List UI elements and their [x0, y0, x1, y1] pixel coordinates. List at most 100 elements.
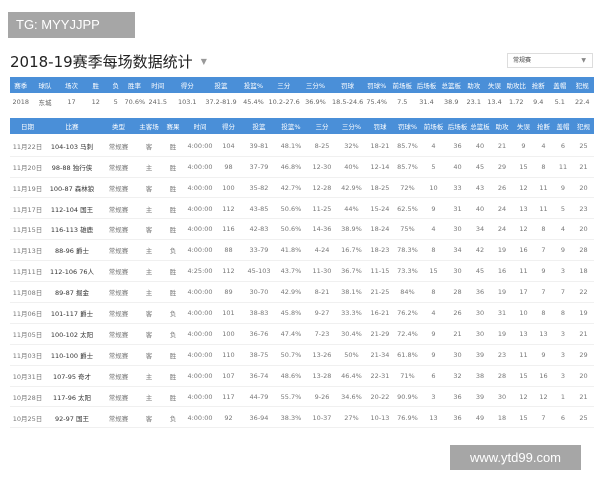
table-cell: 22-31 [370, 371, 390, 380]
table-cell: 9 [560, 183, 566, 192]
table-cell: 9 [560, 246, 566, 255]
column-header: 三分% [305, 82, 326, 90]
table-cell: 98-88 独行侠 [51, 163, 93, 172]
table-cell: 11 [539, 204, 548, 213]
column-header: 前场板 [392, 82, 413, 90]
table-row[interactable]: 10月25日 92-97 国王 常规赛 客 负 4:00:00 92 36-94 38.3% 10… [10, 408, 594, 429]
table-cell: 16-21 [370, 309, 390, 318]
table-cell: 42.9% [280, 288, 302, 297]
column-header: 三分% [341, 123, 362, 131]
table-cell: 116-113 雄鹿 [50, 226, 94, 235]
table-row[interactable]: 11月03日 110-100 爵士 常规赛 客 胜 4:00:00 110 38-75 50.7… [10, 345, 594, 366]
column-header: 总篮板 [470, 123, 490, 131]
season-type-value: 常规赛 [513, 57, 532, 64]
table-row[interactable]: 11月11日 112-106 76人 常规赛 主 胜 4:25:00 112 45-103 43… [10, 261, 594, 283]
table-cell: 胜 [169, 142, 177, 151]
table-cell: 37-79 [249, 162, 269, 171]
column-header: 犯规 [575, 82, 589, 90]
column-header: 三分 [315, 123, 329, 131]
table-cell: 31 [497, 309, 507, 318]
table-cell: 胜 [169, 226, 177, 235]
table-cell: 89 [224, 288, 233, 297]
table-cell: 8-21 [314, 288, 330, 297]
table-cell: 42-83 [249, 225, 269, 234]
table-row[interactable]: 10月31日 107-95 奇才 常规赛 主 胜 4:00:00 107 36-74 48.6%… [10, 366, 594, 387]
table-cell: 30 [497, 392, 507, 401]
summary-cell: 37.2-81.9 [205, 97, 237, 106]
table-cell: 21-25 [370, 288, 390, 297]
table-cell: 主 [145, 163, 153, 172]
table-cell: 8 [431, 288, 436, 297]
table-row[interactable]: 11月06日 101-117 爵士 常规赛 客 负 4:00:00 101 38-83 45.8… [10, 303, 594, 324]
table-cell: 34 [453, 246, 462, 255]
summary-cell: 70.6% [124, 97, 146, 106]
table-cell: 73.3% [397, 267, 418, 276]
table-cell: 43.7% [280, 267, 302, 276]
table-cell: 44% [344, 204, 359, 213]
table-cell: 38-75 [249, 350, 269, 359]
table-row[interactable]: 11月17日 112-104 国王 常规赛 主 胜 4:00:00 112 43-85 50.6… [10, 199, 594, 220]
caret-down-icon[interactable]: ▼ [200, 57, 207, 66]
table-cell: 30 [453, 267, 462, 276]
table-cell: 10-37 [312, 413, 332, 422]
table-cell: 72.4% [397, 329, 418, 338]
table-cell: 100-102 太阳 [50, 330, 94, 339]
column-header: 投篮 [214, 82, 228, 90]
table-cell: 13-26 [312, 350, 332, 359]
table-cell: 55.7% [280, 392, 302, 401]
table-cell: 23 [579, 204, 588, 213]
games-header-row: 日期 比赛 类型 主客场 赛果 时间 得分 投篮 投篮% 三分 三分% 罚球 罚球% 前场板 后场板 总篮板助… [10, 118, 594, 134]
table-cell: 36 [453, 413, 462, 422]
table-cell: 33 [453, 183, 462, 192]
table-row[interactable]: 11月22日 104-103 马刺 常规赛 客 胜 4:00:00 104 39-81 48.1… [10, 136, 594, 157]
table-cell: 11月22日 [12, 142, 43, 151]
table-row[interactable]: 11月20日 98-88 独行侠 常规赛 主 胜 4:00:00 98 37-79 46.8% 1… [10, 157, 594, 178]
table-cell: 7 [560, 288, 566, 297]
table-cell: 5 [431, 162, 436, 171]
table-cell: 101 [222, 309, 235, 318]
table-cell: 33-79 [249, 246, 269, 255]
table-cell: 5 [560, 204, 566, 213]
table-cell: 9 [431, 350, 436, 359]
table-cell: 11 [519, 350, 528, 359]
table-cell: 12-30 [312, 162, 332, 171]
table-cell: 76.9% [397, 413, 418, 422]
table-cell: 42 [475, 246, 485, 255]
table-cell: 4:00:00 [187, 350, 213, 359]
table-cell: 负 [169, 414, 177, 423]
summary-cell: 1.72 [509, 97, 524, 106]
table-cell: 28 [453, 288, 462, 297]
table-cell: 7-23 [314, 329, 330, 338]
page-title-text: 2018-19赛季每场数据统计 [10, 53, 193, 71]
table-cell: 33.3% [341, 309, 362, 318]
table-cell: 11月15日 [12, 226, 43, 235]
table-cell: 15-24 [370, 204, 390, 213]
table-row[interactable]: 11月13日 88-96 爵士 常规赛 主 负 4:00:00 88 33-79 41.8% 4-… [10, 241, 594, 262]
table-cell: 21 [579, 162, 588, 171]
table-cell: 40 [475, 204, 485, 213]
table-row[interactable]: 11月15日 116-113 雄鹿 常规赛 客 胜 4:00:00 116 42-83 50.6… [10, 220, 594, 241]
summary-cell: 9.4 [533, 97, 544, 106]
table-cell: 88-96 爵士 [55, 247, 89, 256]
table-cell: 85.7% [397, 162, 418, 171]
table-cell: 50.6% [280, 225, 302, 234]
season-type-select[interactable]: 常规赛 ▼ [507, 53, 593, 68]
table-cell: 7 [541, 288, 546, 297]
table-cell: 客 [145, 184, 153, 193]
table-cell: 42.7% [280, 183, 302, 192]
summary-cell: 7.5 [397, 97, 408, 106]
table-cell: 32 [453, 371, 462, 380]
table-cell: 10月28日 [12, 393, 43, 402]
table-cell: 26 [497, 183, 507, 192]
table-cell: 11月08日 [12, 289, 43, 298]
table-row[interactable]: 10月28日 117-96 太阳 常规赛 主 胜 4:00:00 117 44-79 55.7%… [10, 387, 594, 408]
table-cell: 28 [497, 371, 507, 380]
table-row[interactable]: 11月19日 100-87 森林狼 常规赛 客 胜 4:00:00 100 35-82 42.7… [10, 178, 594, 199]
table-cell: 3 [560, 267, 566, 276]
table-row[interactable]: 11月08日 89-87 掘金 常规赛 主 胜 4:00:00 89 30-70 42.9% 8-… [10, 282, 594, 303]
table-row[interactable]: 11月05日 100-102 太阳 常规赛 客 负 4:00:00 100 36-76 47.4… [10, 324, 594, 345]
table-cell: 13 [519, 204, 528, 213]
table-cell: 主 [145, 205, 153, 214]
table-cell: 29 [497, 162, 507, 171]
table-cell: 常规赛 [108, 414, 129, 423]
